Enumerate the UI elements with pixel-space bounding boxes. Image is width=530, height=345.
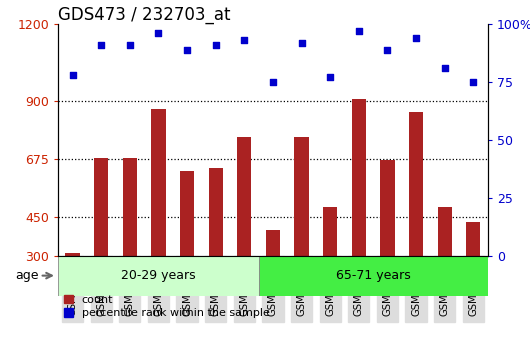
Bar <box>381 160 394 333</box>
Point <box>383 47 392 52</box>
Point <box>240 38 249 43</box>
Point <box>412 35 420 41</box>
Text: age: age <box>15 269 38 282</box>
Bar <box>122 158 137 333</box>
Point <box>269 79 277 85</box>
Bar <box>323 207 338 333</box>
Point <box>440 65 449 71</box>
Text: GDS473 / 232703_at: GDS473 / 232703_at <box>58 6 231 24</box>
Text: 20-29 years: 20-29 years <box>121 269 196 282</box>
Bar <box>409 111 423 333</box>
Legend: count, percentile rank within the sample: count, percentile rank within the sample <box>64 295 270 318</box>
Bar <box>180 171 194 333</box>
Bar <box>295 137 308 333</box>
Bar <box>266 230 280 333</box>
Bar <box>466 222 481 333</box>
Bar <box>259 256 488 296</box>
Bar <box>58 256 259 296</box>
Point <box>97 42 105 48</box>
Point <box>183 47 191 52</box>
Point <box>469 79 478 85</box>
Bar <box>237 137 252 333</box>
Text: 65-71 years: 65-71 years <box>335 269 411 282</box>
Bar <box>66 253 80 333</box>
Point <box>326 75 334 80</box>
Bar <box>438 207 452 333</box>
Bar <box>352 99 366 333</box>
Point <box>297 40 306 46</box>
Point <box>68 72 77 78</box>
Point <box>126 42 134 48</box>
Bar <box>152 109 165 333</box>
Point <box>211 42 220 48</box>
Point <box>154 31 163 36</box>
Bar <box>209 168 223 333</box>
Bar <box>94 158 109 333</box>
Point <box>355 28 363 34</box>
